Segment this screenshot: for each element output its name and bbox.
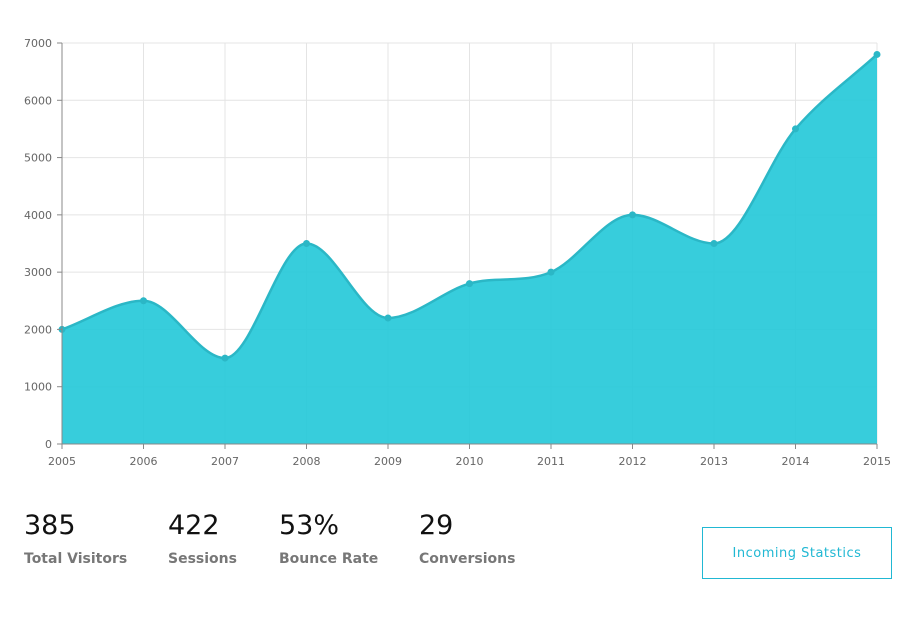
x-tick-label: 2013 <box>700 455 728 468</box>
y-axis-ticks: 0 1000 2000 3000 4000 5000 6000 7000 <box>24 37 62 451</box>
stat-label: Conversions <box>419 551 516 567</box>
data-point-2008 <box>303 240 310 247</box>
y-tick-label: 5000 <box>24 152 52 165</box>
x-tick-label: 2011 <box>537 455 565 468</box>
x-tick-label: 2006 <box>130 455 158 468</box>
data-point-2009 <box>384 314 392 322</box>
data-point-2014 <box>792 125 799 133</box>
data-point-2006 <box>140 297 147 305</box>
data-point-2010 <box>466 280 473 288</box>
x-tick-label: 2010 <box>456 455 484 468</box>
data-point-2015 <box>873 50 881 58</box>
stat-conversions: 29 Conversions <box>419 512 515 567</box>
x-tick-label: 2009 <box>374 455 402 468</box>
stat-total-visitors: 385 Total Visitors <box>24 512 127 567</box>
stat-sessions: 422 Sessions <box>168 512 237 567</box>
stats-row: 385 Total Visitors 422 Sessions 53% Boun… <box>0 512 910 602</box>
x-tick-label: 2014 <box>782 455 810 468</box>
x-tick-label: 2007 <box>211 455 239 468</box>
stat-label: Total Visitors <box>24 551 128 567</box>
stat-value: 53% <box>279 510 340 541</box>
y-tick-label: 4000 <box>24 209 52 222</box>
chart-points <box>58 50 881 362</box>
data-point-2013 <box>710 240 718 247</box>
data-point-2007 <box>221 354 229 362</box>
x-tick-label: 2015 <box>863 455 891 468</box>
y-tick-label: 0 <box>45 438 52 451</box>
x-tick-label: 2012 <box>619 455 647 468</box>
y-tick-label: 6000 <box>24 94 52 107</box>
x-tick-label: 2008 <box>293 455 321 468</box>
stat-label: Sessions <box>168 551 237 567</box>
chart-area-fill <box>62 54 877 444</box>
data-point-2012 <box>629 211 636 219</box>
y-tick-label: 7000 <box>24 37 52 50</box>
stat-value: 422 <box>168 510 220 541</box>
y-tick-label: 1000 <box>24 381 52 394</box>
stat-label: Bounce Rate <box>279 551 379 567</box>
stat-value: 29 <box>419 510 454 541</box>
data-point-2011 <box>547 268 555 276</box>
y-tick-label: 2000 <box>24 323 52 336</box>
stat-value: 385 <box>24 510 76 541</box>
x-axis-ticks: 2005 2006 2007 2008 2009 2010 2011 2012 2013 2014… <box>48 444 891 468</box>
incoming-statistics-button[interactable]: Incoming Statstics <box>702 527 892 579</box>
x-tick-label: 2005 <box>48 455 76 468</box>
y-tick-label: 3000 <box>24 266 52 279</box>
stat-bounce-rate: 53% Bounce Rate <box>279 512 378 567</box>
